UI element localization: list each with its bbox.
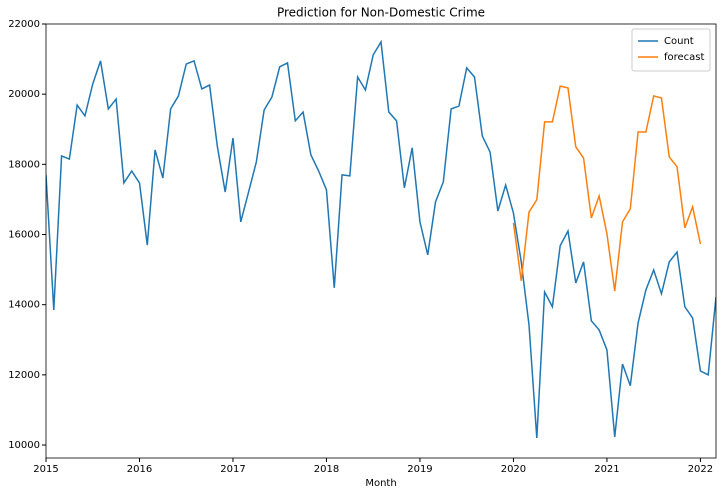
legend-label: forecast xyxy=(664,52,705,63)
x-axis-label: Month xyxy=(365,478,396,489)
y-tick-label: 16000 xyxy=(8,230,40,241)
legend-label: Count xyxy=(664,36,694,47)
y-tick-label: 18000 xyxy=(8,159,40,170)
x-tick-label: 2022 xyxy=(688,464,713,475)
data-line xyxy=(512,85,702,292)
chart-title: Prediction for Non-Domestic Crime xyxy=(277,6,485,20)
legend-box xyxy=(631,28,711,72)
y-tick-label: 12000 xyxy=(8,370,40,381)
y-tick-label: 10000 xyxy=(8,440,40,451)
x-tick-label: 2016 xyxy=(127,464,152,475)
data-line xyxy=(46,39,716,439)
x-tick-label: 2019 xyxy=(407,464,432,475)
x-tick-label: 2020 xyxy=(501,464,526,475)
x-tick-label: 2018 xyxy=(314,464,339,475)
x-tick-label: 2021 xyxy=(594,464,619,475)
y-tick-label: 20000 xyxy=(8,89,40,100)
plot-frame xyxy=(45,23,717,459)
x-tick-label: 2015 xyxy=(33,464,58,475)
x-tick-label: 2017 xyxy=(220,464,245,475)
y-tick-label: 22000 xyxy=(8,19,40,30)
y-tick-label: 14000 xyxy=(8,300,40,311)
